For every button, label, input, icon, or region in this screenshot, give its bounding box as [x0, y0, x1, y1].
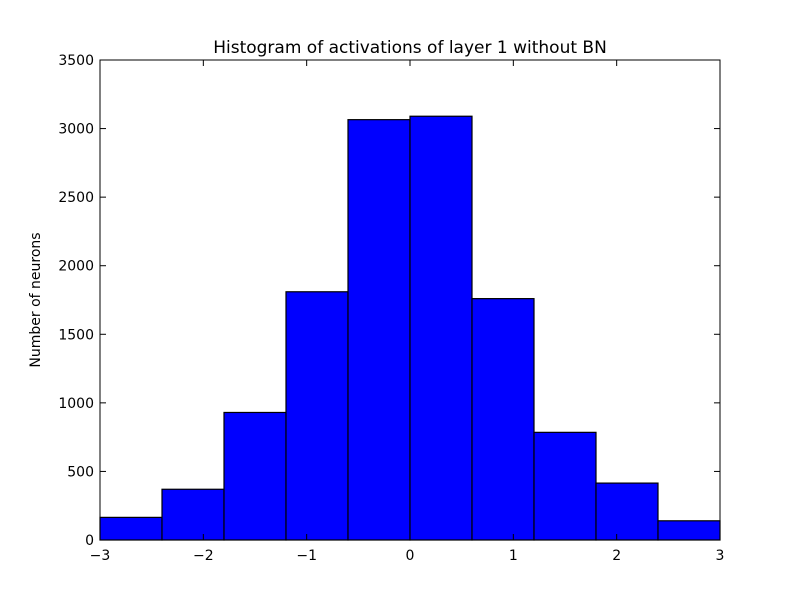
x-tick-label: 2 [612, 548, 621, 564]
x-tick-label: 1 [509, 548, 518, 564]
x-tick-label: −2 [193, 548, 214, 564]
histogram-bar [533, 431, 597, 541]
y-tick-label: 2000 [58, 259, 94, 275]
histogram-bar [99, 516, 163, 541]
y-tick-label: 1500 [58, 327, 94, 343]
y-tick-label: 1000 [58, 396, 94, 412]
histogram-bar [409, 115, 473, 541]
x-tick-label: −1 [296, 548, 317, 564]
histogram-bar [657, 520, 721, 541]
histogram-bar [285, 291, 349, 541]
y-axis-label: Number of neurons [28, 232, 44, 367]
histogram-bar [471, 298, 535, 541]
histogram-bar [161, 488, 225, 541]
y-tick-label: 3500 [58, 53, 94, 69]
x-tick-label: 0 [406, 548, 415, 564]
bars-group [99, 115, 721, 541]
histogram-bar [223, 411, 287, 541]
histogram-bar [595, 482, 659, 541]
x-tick-label: −3 [90, 548, 111, 564]
y-tick-label: 2500 [58, 190, 94, 206]
ticks-group: −3 −2 −1 0 1 2 3 0 500 1000 1500 2000 2500 3000 3500 [58, 53, 724, 564]
y-tick-label: 3000 [58, 122, 94, 138]
histogram-bar [347, 119, 411, 541]
x-tick-label: 3 [716, 548, 725, 564]
y-tick-label: 500 [67, 464, 94, 480]
y-tick-label: 0 [85, 533, 94, 549]
chart-title: Histogram of activations of layer 1 with… [213, 38, 607, 58]
